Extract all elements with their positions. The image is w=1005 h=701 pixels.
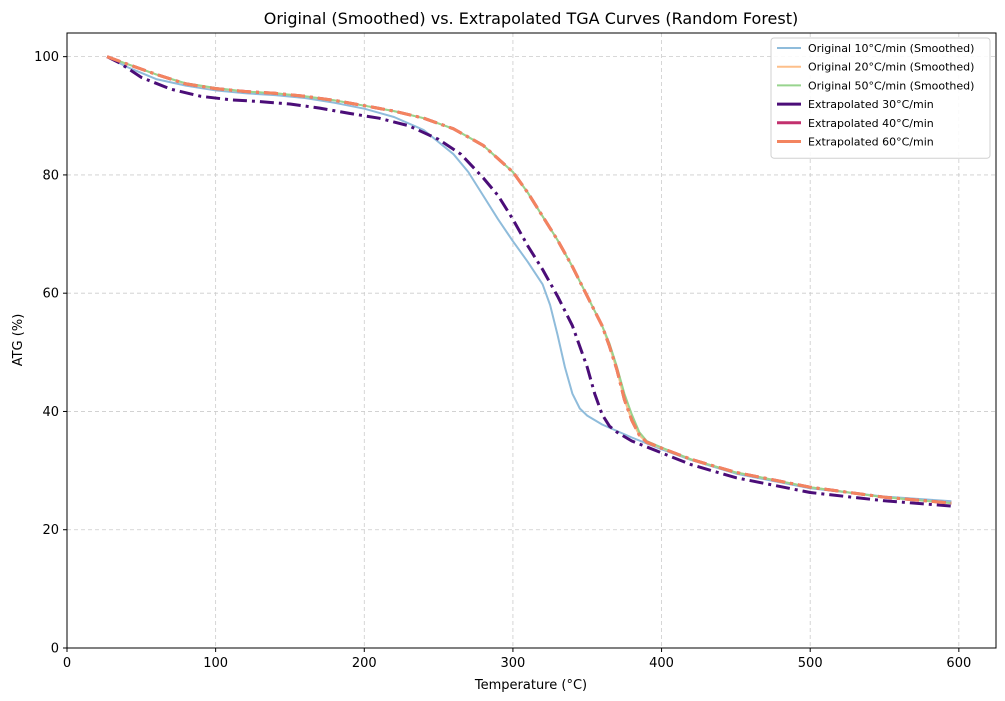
x-tick-label: 200 [352, 656, 377, 671]
series-layer [106, 55, 952, 508]
plot-frame [66, 32, 997, 649]
y-tick-label: 40 [42, 405, 59, 420]
x-tick-label: 600 [946, 656, 971, 671]
legend-label-5: Extrapolated 60°C/min [808, 136, 934, 149]
legend-label-3: Extrapolated 30°C/min [808, 98, 934, 111]
y-tick-label: 60 [42, 287, 59, 302]
legend-label-2: Original 50°C/min (Smoothed) [808, 79, 974, 92]
x-axis-label: Temperature (°C) [474, 678, 587, 693]
x-tick-label: 0 [63, 656, 71, 671]
legend-label-4: Extrapolated 40°C/min [808, 117, 934, 130]
tick-layer: 0 100 200 300 400 500 600 0 20 40 60 80 100 [34, 50, 971, 671]
y-tick-label: 0 [51, 642, 59, 657]
legend: Original 10°C/min (Smoothed) Original 20°… [770, 37, 991, 159]
x-tick-label: 300 [501, 656, 526, 671]
y-tick-label: 20 [42, 523, 59, 538]
series-line-3 [106, 55, 952, 508]
x-tick-label: 500 [798, 656, 823, 671]
y-axis-label: ATG (%) [11, 314, 26, 367]
y-tick-label: 80 [42, 168, 59, 183]
x-tick-label: 100 [203, 656, 228, 671]
legend-label-1: Original 20°C/min (Smoothed) [808, 61, 974, 74]
chart-title: Original (Smoothed) vs. Extrapolated TGA… [264, 9, 799, 28]
legend-box [770, 37, 991, 159]
y-tick-label: 100 [34, 50, 59, 65]
series-line-2 [106, 55, 952, 505]
legend-label-0: Original 10°C/min (Smoothed) [808, 42, 974, 55]
x-tick-label: 400 [649, 656, 674, 671]
